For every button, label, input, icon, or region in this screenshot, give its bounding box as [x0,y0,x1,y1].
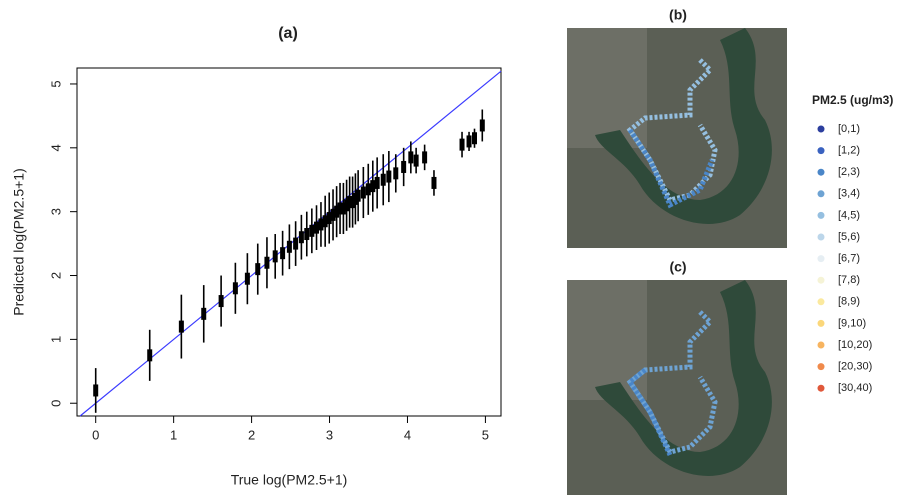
point-cluster [218,295,224,308]
point-cluster [201,307,207,320]
legend-label: [2,3) [838,166,860,178]
point-cluster [360,186,366,199]
legend-swatch [817,363,825,371]
point-cluster [380,173,386,186]
point-cluster [422,151,428,164]
point-cluster [431,176,437,189]
point-cluster [318,218,324,231]
point-cluster [413,154,419,167]
chart-title: (a) [278,25,298,42]
point-cluster [355,189,361,202]
y-tick-label: 1 [48,336,63,343]
point-cluster [326,212,332,225]
legend-swatch [817,255,825,263]
x-tick-label: 2 [248,427,255,442]
point-cluster [255,263,261,276]
point-cluster [365,183,371,196]
point-cluster [337,202,343,215]
y-tick-label: 0 [48,400,63,407]
x-tick-label: 1 [170,427,177,442]
y-tick-label: 5 [48,80,63,87]
point-cluster [370,180,376,193]
legend-swatch [817,168,825,176]
legend-swatch [817,341,825,349]
point-cluster [178,320,184,333]
legend-swatch [817,276,825,284]
legend-label: [0,1) [838,123,860,135]
point-cluster [393,167,399,180]
point-cluster [309,224,315,237]
legend-swatch [817,147,825,155]
legend-swatch [817,211,825,219]
point-cluster [314,221,320,234]
legend-label: [30,40) [838,382,872,394]
y-tick-label: 4 [48,144,63,151]
y-tick-label: 2 [48,272,63,279]
point-cluster [466,135,472,148]
point-cluster [374,176,380,189]
legend-swatch [817,298,825,306]
point-cluster [93,384,99,397]
point-cluster [298,231,304,244]
x-axis-label: True log(PM2.5+1) [231,472,348,488]
map-title: (b) [669,7,687,23]
point-cluster [479,119,485,132]
map-c: (c) [567,259,787,495]
legend-label: [9,10) [838,317,866,329]
legend-label: [4,5) [838,209,860,221]
point-cluster [347,196,353,209]
x-tick-label: 0 [92,427,99,442]
point-cluster [272,250,278,263]
point-cluster [264,256,270,269]
plot-frame [76,67,502,417]
legend-swatch [817,125,825,133]
point-cluster [401,160,407,173]
point-cluster [350,196,356,209]
point-cluster [330,208,336,221]
legend-label: [3,4) [838,188,860,200]
point-cluster [286,240,292,253]
map-title: (c) [669,259,686,275]
x-tick-label: 4 [404,427,411,442]
point-cluster [293,237,299,250]
legend-label: [10,20) [838,339,872,351]
y-axis-label: Predicted log(PM2.5+1) [11,168,27,315]
y-tick-label: 3 [48,208,63,215]
point-cluster [408,151,414,164]
map-b: (b) [567,7,787,248]
legend-label: [6,7) [838,253,860,265]
legend-swatch [817,233,825,241]
legend-label: [1,2) [838,145,860,157]
point-cluster [334,205,340,218]
legend-swatch [817,190,825,198]
legend-label: [20,30) [838,361,872,373]
legend-label: [5,6) [838,231,860,243]
legend-label: [7,8) [838,274,860,286]
legend-swatch [817,384,825,392]
legend-label: [8,9) [838,296,860,308]
point-cluster [472,132,477,145]
point-cluster [244,272,250,285]
point-cluster [280,247,286,260]
point-cluster [304,228,310,241]
point-cluster [232,282,238,295]
legend-title: PM2.5 (ug/m3) [812,93,893,107]
point-cluster [322,215,328,228]
point-cluster [340,202,346,215]
point-cluster [344,199,350,212]
x-tick-label: 5 [482,427,489,442]
point-cluster [352,192,358,205]
x-tick-label: 3 [326,427,333,442]
legend-swatch [817,319,825,327]
point-cluster [459,138,465,151]
point-cluster [147,349,153,362]
point-cluster [386,170,392,183]
